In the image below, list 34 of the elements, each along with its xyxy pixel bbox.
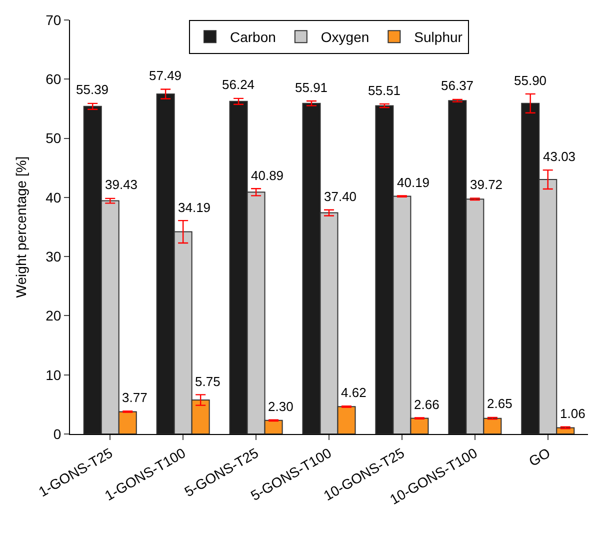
- data-label: 40.89: [251, 168, 284, 183]
- x-tick-label: GO: [526, 444, 553, 470]
- data-label: 43.03: [543, 149, 576, 164]
- data-label: 2.65: [487, 396, 512, 411]
- data-label: 3.77: [122, 390, 148, 405]
- data-label: 2.66: [414, 397, 440, 412]
- y-tick-label: 40: [46, 189, 62, 206]
- legend-label: Oxygen: [320, 29, 370, 46]
- data-label: 5.75: [195, 374, 220, 389]
- y-tick-label: 50: [46, 130, 62, 146]
- data-label: 56.24: [222, 77, 255, 92]
- data-label: 56.37: [441, 78, 474, 93]
- legend-label: Sulphur: [414, 29, 463, 46]
- data-label: 40.19: [397, 175, 430, 190]
- y-tick-label: 0: [53, 426, 62, 442]
- data-label: 55.51: [368, 83, 401, 98]
- y-tick-label: 30: [46, 248, 62, 264]
- data-label: 55.91: [295, 80, 328, 95]
- y-tick-label: 20: [46, 308, 62, 324]
- y-tick-label: 60: [46, 71, 62, 88]
- y-axis-title: Weight percentage [%]: [13, 156, 30, 298]
- data-label: 2.30: [268, 399, 294, 414]
- data-label: 4.62: [341, 385, 366, 400]
- data-label: 1.06: [560, 406, 586, 421]
- data-label: 37.40: [324, 189, 357, 204]
- data-label: 55.39: [76, 82, 109, 97]
- legend-label: Carbon: [230, 29, 276, 46]
- y-tick-label: 70: [46, 12, 62, 28]
- data-label: 39.72: [470, 177, 503, 192]
- data-label: 57.49: [149, 68, 182, 83]
- data-label: 55.90: [514, 73, 547, 88]
- y-tick-label: 10: [46, 366, 62, 383]
- data-label: 34.19: [178, 200, 211, 215]
- data-label: 39.43: [105, 177, 138, 192]
